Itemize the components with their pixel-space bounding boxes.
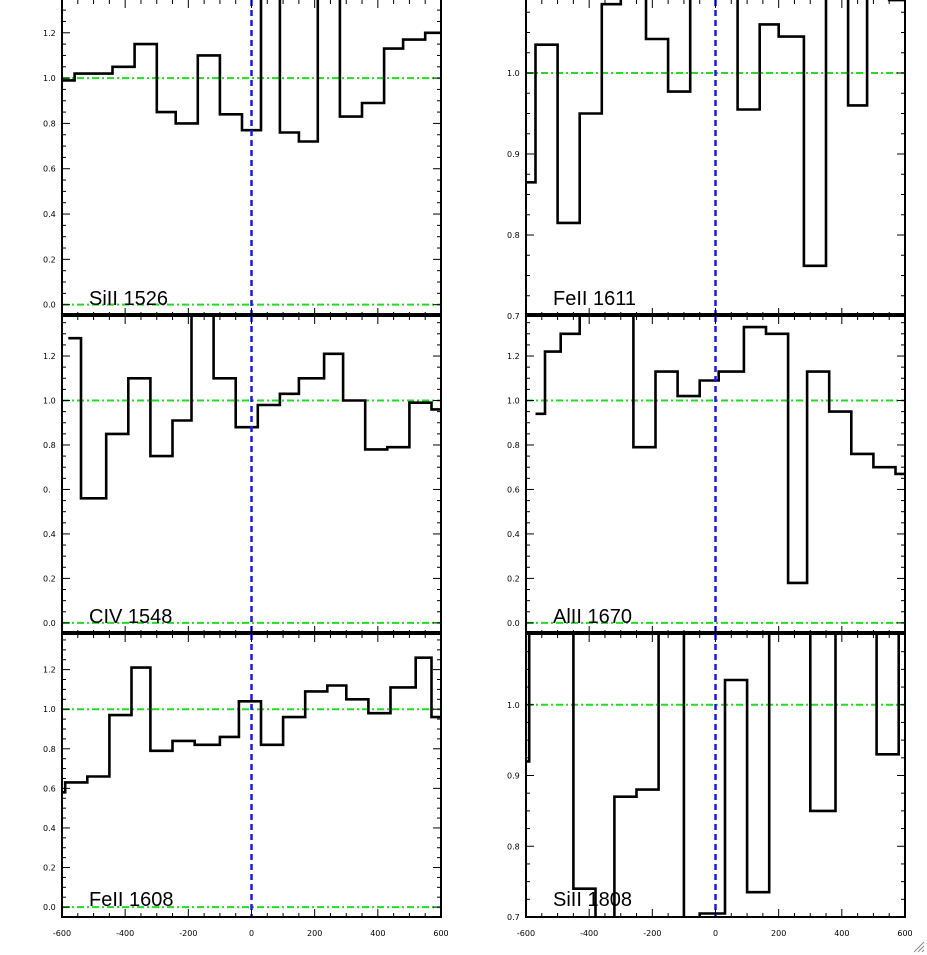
y-tick-label: 0.0 xyxy=(507,619,520,628)
y-tick-label: 0.6 xyxy=(507,485,520,494)
flux-step-line xyxy=(526,0,905,268)
y-tick-label: 0.2 xyxy=(43,864,56,873)
y-tick-label: 0.8 xyxy=(507,441,520,450)
y-tick-label: 0.9 xyxy=(507,772,520,781)
y-tick-label: 0.4 xyxy=(43,824,56,833)
y-tick-label: 0.4 xyxy=(43,210,56,219)
x-tick-label: -400 xyxy=(580,929,598,938)
x-tick-label: 0 xyxy=(249,929,254,938)
y-tick-label: 0.8 xyxy=(507,231,520,240)
x-tick-label: -600 xyxy=(53,929,71,938)
panel-label: SiII 1526 xyxy=(89,288,168,310)
x-tick-label: 600 xyxy=(433,929,448,938)
flux-step-line xyxy=(62,0,441,143)
spectrum-panel-alii-1670: 0.0 0.2 0.4 0.6 0.8 1.0 1.2 AlII 1670 xyxy=(507,313,906,635)
panel-label: SiII 1808 xyxy=(553,889,632,911)
panel-label: FeII 1608 xyxy=(89,889,174,911)
y-tick-label: 0.0 xyxy=(43,903,56,912)
y-tick-label: 1.0 xyxy=(43,397,56,406)
y-tick-label: 1.2 xyxy=(507,352,520,361)
y-tick-label: 0.6 xyxy=(43,165,56,174)
resize-grip-icon[interactable] xyxy=(911,939,925,953)
spectrum-panel-siii-1808: 0.7 0.8 0.9 1.0 SiII 1808 -600 -400 -200 0 200 400… xyxy=(507,631,913,938)
y-tick-label: 0.2 xyxy=(43,255,56,264)
panel-label: FeII 1611 xyxy=(553,288,636,310)
y-tick-label: 0.8 xyxy=(507,842,520,851)
y-tick-label: 1.2 xyxy=(43,29,56,38)
x-tick-label: 200 xyxy=(307,929,322,938)
y-tick-label: 1.2 xyxy=(43,352,56,361)
flux-step-line xyxy=(68,316,441,500)
y-tick-label: 0.2 xyxy=(43,574,56,583)
y-tick-label: 0. xyxy=(43,485,51,494)
x-tick-label: 200 xyxy=(771,929,786,938)
flux-step-line xyxy=(526,634,900,917)
y-tick-label: 1.0 xyxy=(507,701,520,710)
panel-label: CIV 1548 xyxy=(89,606,172,628)
x-tick-label: 600 xyxy=(897,929,912,938)
x-tick-label: 400 xyxy=(370,929,385,938)
spectrum-panel-feii-1608: 0.0 0.2 0.4 0.6 0.8 1.0 1.2 FeII 1608 -600 -400 -2… xyxy=(43,631,449,938)
y-tick-label: 0.0 xyxy=(43,619,56,628)
x-tick-label: 400 xyxy=(834,929,849,938)
y-tick-label: 0.4 xyxy=(507,530,520,539)
y-tick-label: 0.0 xyxy=(43,301,56,310)
y-tick-label: 0.9 xyxy=(507,150,520,159)
spectrum-panel-siii-1526: 0.0 0.2 0.4 0.6 0.8 1.0 1.2 SiII 1526 xyxy=(43,0,442,317)
y-tick-label: 0.6 xyxy=(43,784,56,793)
y-tick-label: 0.8 xyxy=(43,119,56,128)
spectrum-panel-feii-1611: 0.7 0.8 0.9 1.0 FeII 1611 xyxy=(507,0,906,321)
flux-step-line xyxy=(535,316,905,585)
y-tick-label: 0.7 xyxy=(507,913,520,922)
x-tick-label: -200 xyxy=(179,929,197,938)
y-tick-label: 0.7 xyxy=(507,312,520,321)
y-tick-label: 1.0 xyxy=(43,705,56,714)
panel-label: AlII 1670 xyxy=(553,606,632,628)
y-tick-label: 0.8 xyxy=(43,441,56,450)
y-tick-label: 1.0 xyxy=(507,397,520,406)
x-tick-label: -200 xyxy=(643,929,661,938)
y-tick-label: 1.0 xyxy=(43,74,56,83)
x-tick-label: -400 xyxy=(116,929,134,938)
x-tick-label: -600 xyxy=(517,929,535,938)
y-tick-label: 1.2 xyxy=(43,666,56,675)
y-tick-label: 0.4 xyxy=(43,530,56,539)
spectrum-panel-civ-1548: 0.0 0.2 0.4 0. 0.8 1.0 1.2 CIV 1548 xyxy=(43,313,442,635)
flux-step-line xyxy=(62,656,441,794)
y-tick-label: 0.2 xyxy=(507,574,520,583)
x-tick-label: 0 xyxy=(713,929,718,938)
y-tick-label: 1.0 xyxy=(507,69,520,78)
y-tick-label: 0.8 xyxy=(43,745,56,754)
